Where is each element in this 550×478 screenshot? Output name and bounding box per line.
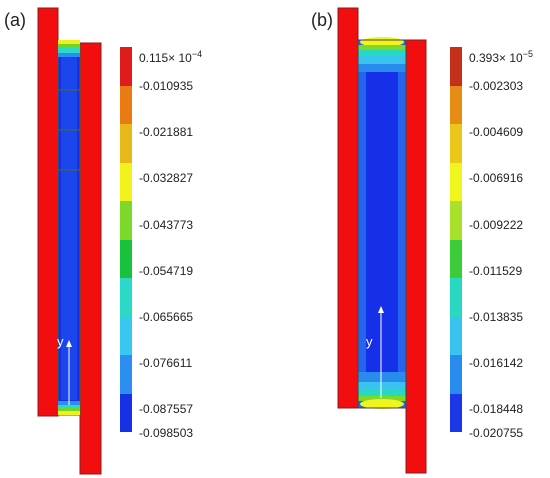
colorbar-segment <box>120 47 132 86</box>
colorbar-tick-label: -0.032827 <box>139 171 194 185</box>
colorbar-segment <box>120 239 132 278</box>
y-axis-label: y <box>366 334 373 349</box>
colorbar-segment <box>120 162 132 201</box>
colorbar-segment <box>120 124 132 163</box>
left-wall <box>38 8 58 416</box>
right-wall <box>406 40 426 473</box>
colorbar-tick-label: -0.018448 <box>469 402 524 416</box>
colorbar <box>450 47 462 432</box>
colorbar-segment <box>120 355 132 394</box>
panel-label: (b) <box>311 10 333 30</box>
colorbar-segment <box>120 393 132 432</box>
colorbar-tick-label: -0.098503 <box>139 426 194 440</box>
colorbar-max-label: 0.393× 10−5 <box>469 49 533 65</box>
panel-label: (a) <box>4 10 26 30</box>
colorbar-tick-label: -0.021881 <box>139 125 194 139</box>
colorbar-segment <box>120 316 132 355</box>
colorbar-tick-label: -0.006916 <box>469 171 524 185</box>
colorbar-segment <box>450 278 462 317</box>
colorbar <box>120 47 132 432</box>
colorbar-segment <box>120 278 132 317</box>
left-wall <box>338 8 358 408</box>
colorbar-segment <box>450 393 462 432</box>
colorbar-tick-label: -0.004609 <box>469 125 524 139</box>
colorbar-max-label: 0.115× 10−4 <box>139 49 203 65</box>
colorbar-tick-label: -0.009222 <box>469 218 524 232</box>
colorbar-tick-label: -0.010935 <box>139 79 194 93</box>
colorbar-tick-label: -0.054719 <box>139 264 194 278</box>
colorbar-tick-label: -0.016142 <box>469 356 524 370</box>
colorbar-tick-label: -0.065665 <box>139 310 194 324</box>
colorbar-segment <box>450 239 462 278</box>
colorbar-segment <box>450 162 462 201</box>
colorbar-tick-label: -0.013835 <box>469 310 524 324</box>
colorbar-segment <box>120 201 132 240</box>
displacement-contour-plot <box>337 7 427 474</box>
displacement-contour-plot <box>37 7 102 475</box>
colorbar-segment <box>450 316 462 355</box>
right-wall <box>80 43 101 474</box>
colorbar-tick-label: -0.087557 <box>139 402 194 416</box>
colorbar-segment <box>450 201 462 240</box>
colorbar-segment <box>450 355 462 394</box>
colorbar-segment <box>450 85 462 124</box>
colorbar-segment <box>450 47 462 86</box>
panel-a: (a) y <box>4 7 203 475</box>
panel-b: (b) y <box>275 0 550 478</box>
colorbar-tick-label: -0.043773 <box>139 218 194 232</box>
colorbar-tick-label: -0.076611 <box>139 356 193 370</box>
colorbar-tick-label: -0.002303 <box>469 79 524 93</box>
colorbar-segment <box>450 124 462 163</box>
colorbar-tick-label: -0.020755 <box>469 426 524 440</box>
y-axis-label: y <box>57 334 64 349</box>
colorbar-tick-label: -0.011529 <box>469 264 523 278</box>
colorbar-segment <box>120 85 132 124</box>
